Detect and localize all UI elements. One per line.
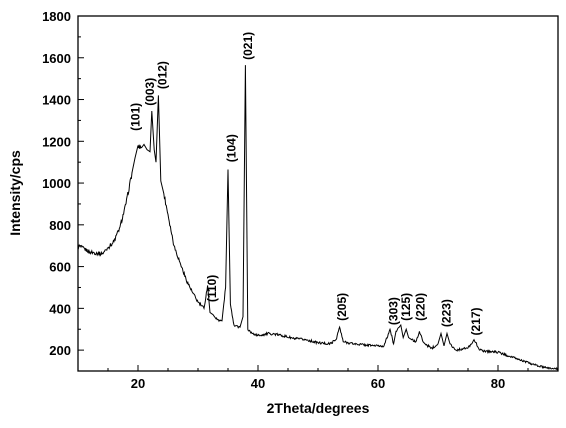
peak-label: (012) — [156, 61, 170, 89]
peak-label: (021) — [241, 32, 255, 60]
peak-label: (104) — [225, 134, 239, 162]
y-tick-label: 200 — [49, 343, 71, 358]
x-axis: 20 40 60 80 — [77, 365, 559, 391]
peak-label: (110) — [205, 275, 219, 302]
x-tick-label: 20 — [131, 376, 145, 391]
y-tick-label: 400 — [49, 301, 71, 316]
y-tick-label: 1800 — [42, 9, 71, 24]
y-tick-label: 1000 — [42, 176, 71, 191]
y-axis: 200 400 600 800 1000 1200 1400 1600 1800 — [42, 9, 84, 372]
peak-label: (205) — [335, 293, 349, 321]
peak-labels: (101)(003)(012) (110) (104) (021) (205) (303)… — [129, 32, 483, 336]
y-tick-label: 1200 — [42, 134, 71, 149]
peak-label: (125) — [399, 293, 413, 321]
plot-area: (101)(003)(012) (110) (104) (021) (205) (303)… — [77, 15, 559, 372]
peak-label: (303) — [387, 297, 401, 325]
y-axis-title: Intensity/cps — [7, 150, 23, 236]
peak-label: (223) — [439, 299, 453, 327]
y-tick-label: 800 — [49, 218, 71, 233]
peak-label: (101) — [129, 103, 143, 131]
x-tick-label: 60 — [371, 376, 385, 391]
x-tick-label: 80 — [491, 376, 505, 391]
y-tick-label: 600 — [49, 260, 71, 275]
peak-label: (003) — [143, 78, 157, 106]
x-axis-title: 2Theta/degrees — [267, 400, 370, 416]
plot-frame — [77, 15, 559, 372]
y-tick-label: 1400 — [42, 93, 71, 108]
intensity-line — [77, 65, 559, 371]
peak-label: (217) — [469, 307, 483, 335]
peak-label: (220) — [414, 293, 428, 321]
x-tick-label: 40 — [251, 376, 265, 391]
y-tick-label: 1600 — [42, 51, 71, 66]
